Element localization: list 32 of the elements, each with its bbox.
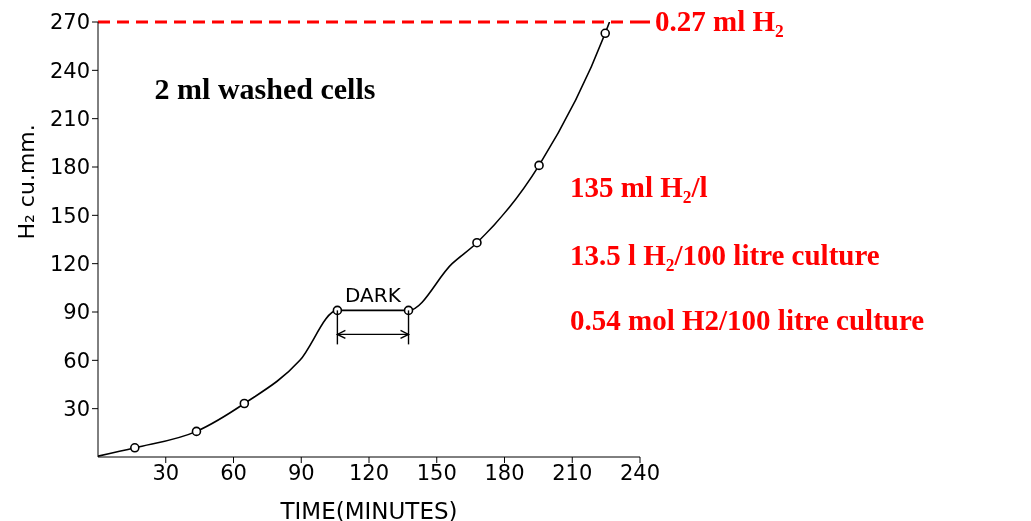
x-tick-label: 240: [619, 460, 661, 485]
point: [332, 305, 343, 316]
ref-line-label: 0.27 ml H₂: [655, 4, 784, 38]
y-tick-label: 270: [49, 10, 90, 35]
annotation: 0.54 mol H2/100 litre culture: [570, 303, 925, 337]
point: [239, 398, 250, 409]
point: [472, 237, 482, 248]
y-tick-label: 90: [63, 300, 90, 325]
x-tick-label: 60: [220, 460, 247, 485]
x-tick-label: 180: [484, 460, 525, 485]
point: [191, 426, 202, 437]
y-tick-label: 210: [49, 107, 90, 132]
y-tick-label: 60: [63, 348, 90, 373]
y-tick-label: 120: [49, 252, 90, 277]
y-tick-label: 240: [49, 58, 90, 83]
annotation: 2 ml washed cells: [153, 71, 377, 107]
point: [130, 443, 140, 453]
y-tick-label: 180: [49, 155, 90, 180]
point: [600, 28, 611, 39]
y-tick-label: 150: [49, 203, 90, 228]
x-tick-label: 210: [552, 460, 593, 485]
x-tick-label: 30: [152, 460, 180, 485]
x-tick-label: 90: [287, 460, 315, 485]
annotation: DARK: [345, 283, 402, 308]
y-axis-title: H₂ cu.mm.: [13, 124, 39, 240]
point: [403, 305, 414, 316]
annotation: 13.5 l H₂/100 litre culture: [570, 238, 880, 272]
annotation: 135 ml H₂/l: [570, 170, 708, 204]
y-tick-label: 30: [63, 397, 90, 422]
x-tick-label: 150: [416, 460, 457, 485]
point: [534, 160, 544, 171]
x-tick-label: 120: [348, 460, 390, 485]
